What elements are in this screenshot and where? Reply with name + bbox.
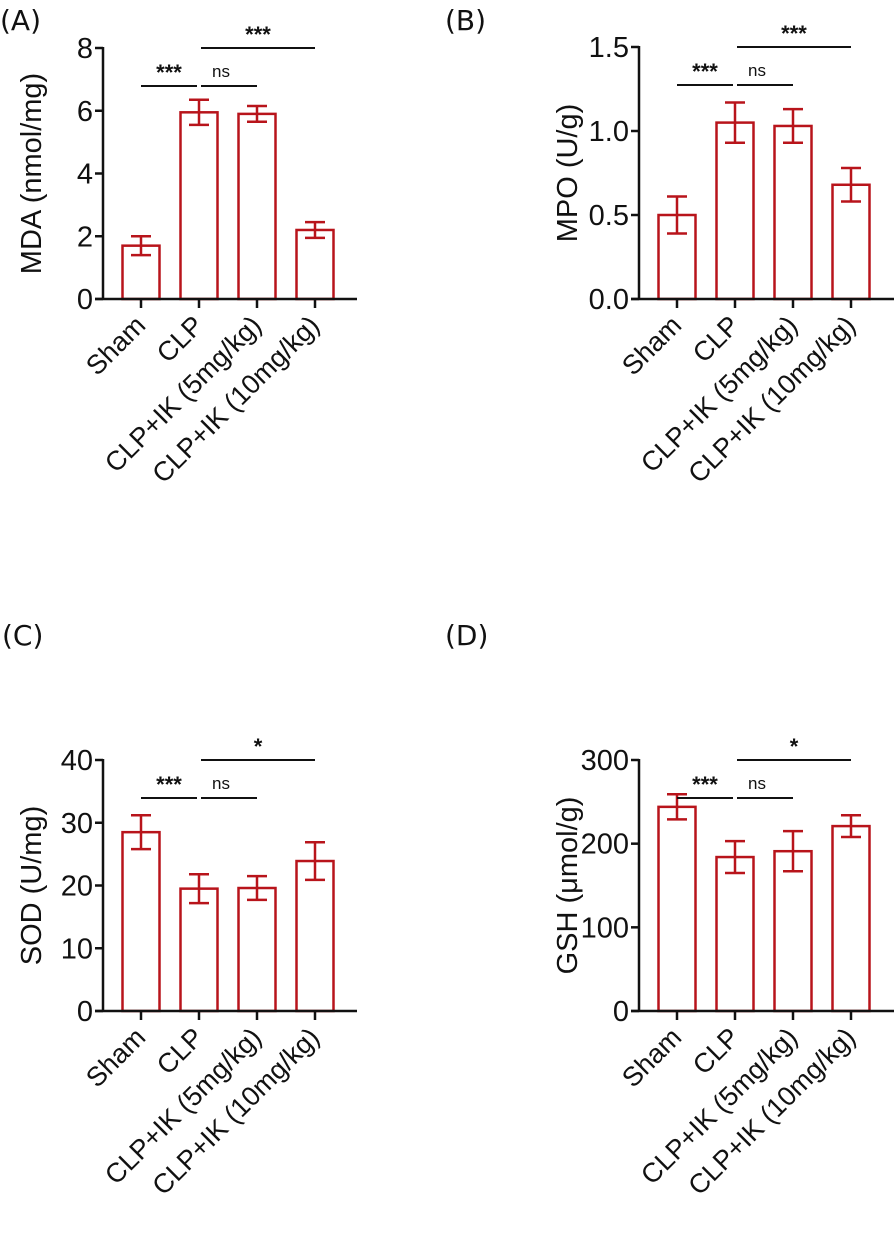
panel-letter: (C) [2, 619, 43, 652]
significance-label: ns [748, 774, 766, 793]
y-tick-label: 1.5 [589, 32, 629, 64]
y-tick-label: 0 [77, 284, 93, 316]
y-tick-label: 0 [77, 996, 93, 1028]
y-tick-label: 0 [613, 996, 629, 1028]
significance-label: *** [156, 772, 182, 797]
bar-2 [773, 124, 813, 301]
panel-letter: (A) [0, 4, 41, 37]
y-tick-label: 2 [77, 221, 93, 253]
significance-label: ns [748, 61, 766, 80]
y-tick-label: 0.5 [589, 200, 629, 232]
bar-3 [295, 859, 335, 1013]
significance-label: *** [692, 772, 718, 797]
y-axis-label: GSH (μmol/g) [552, 797, 584, 975]
x-tick-label: Sham [616, 1022, 687, 1093]
bar-3 [295, 228, 335, 301]
bar-2 [773, 849, 813, 1013]
x-tick-label: Sham [616, 310, 687, 381]
y-tick-label: 6 [77, 96, 93, 128]
panel-letter: (D) [445, 619, 488, 652]
x-tick-label: Sham [80, 310, 151, 381]
y-tick-label: 10 [61, 933, 93, 965]
significance-label: ns [212, 62, 230, 81]
bar-1 [179, 887, 219, 1013]
bar-2 [237, 886, 277, 1013]
y-tick-label: 8 [77, 33, 93, 65]
bar-0 [121, 830, 161, 1013]
bar-2 [237, 112, 277, 301]
y-tick-label: 40 [61, 745, 93, 777]
panel-letter: (B) [445, 4, 486, 37]
y-tick-label: 100 [581, 912, 629, 944]
bar-0 [657, 805, 697, 1013]
significance-label: ns [212, 774, 230, 793]
significance-label: *** [781, 21, 807, 46]
significance-label: *** [692, 59, 718, 84]
y-tick-label: 1.0 [589, 116, 629, 148]
y-tick-label: 200 [581, 829, 629, 861]
significance-label: * [790, 734, 799, 759]
x-tick-label: Sham [80, 1022, 151, 1093]
y-axis-label: MDA (nmol/mg) [16, 73, 48, 274]
y-axis-label: SOD (U/mg) [16, 806, 48, 966]
y-tick-label: 0.0 [589, 284, 629, 316]
significance-label: *** [245, 22, 271, 47]
bar-1 [715, 855, 755, 1013]
y-tick-label: 300 [581, 745, 629, 777]
significance-label: *** [156, 60, 182, 85]
y-axis-label: MPO (U/g) [552, 104, 584, 243]
y-tick-label: 4 [77, 159, 93, 191]
bar-3 [831, 824, 871, 1013]
y-tick-label: 30 [61, 808, 93, 840]
y-tick-label: 20 [61, 871, 93, 903]
significance-label: * [254, 734, 263, 759]
bar-1 [715, 121, 755, 301]
bar-1 [179, 111, 219, 301]
